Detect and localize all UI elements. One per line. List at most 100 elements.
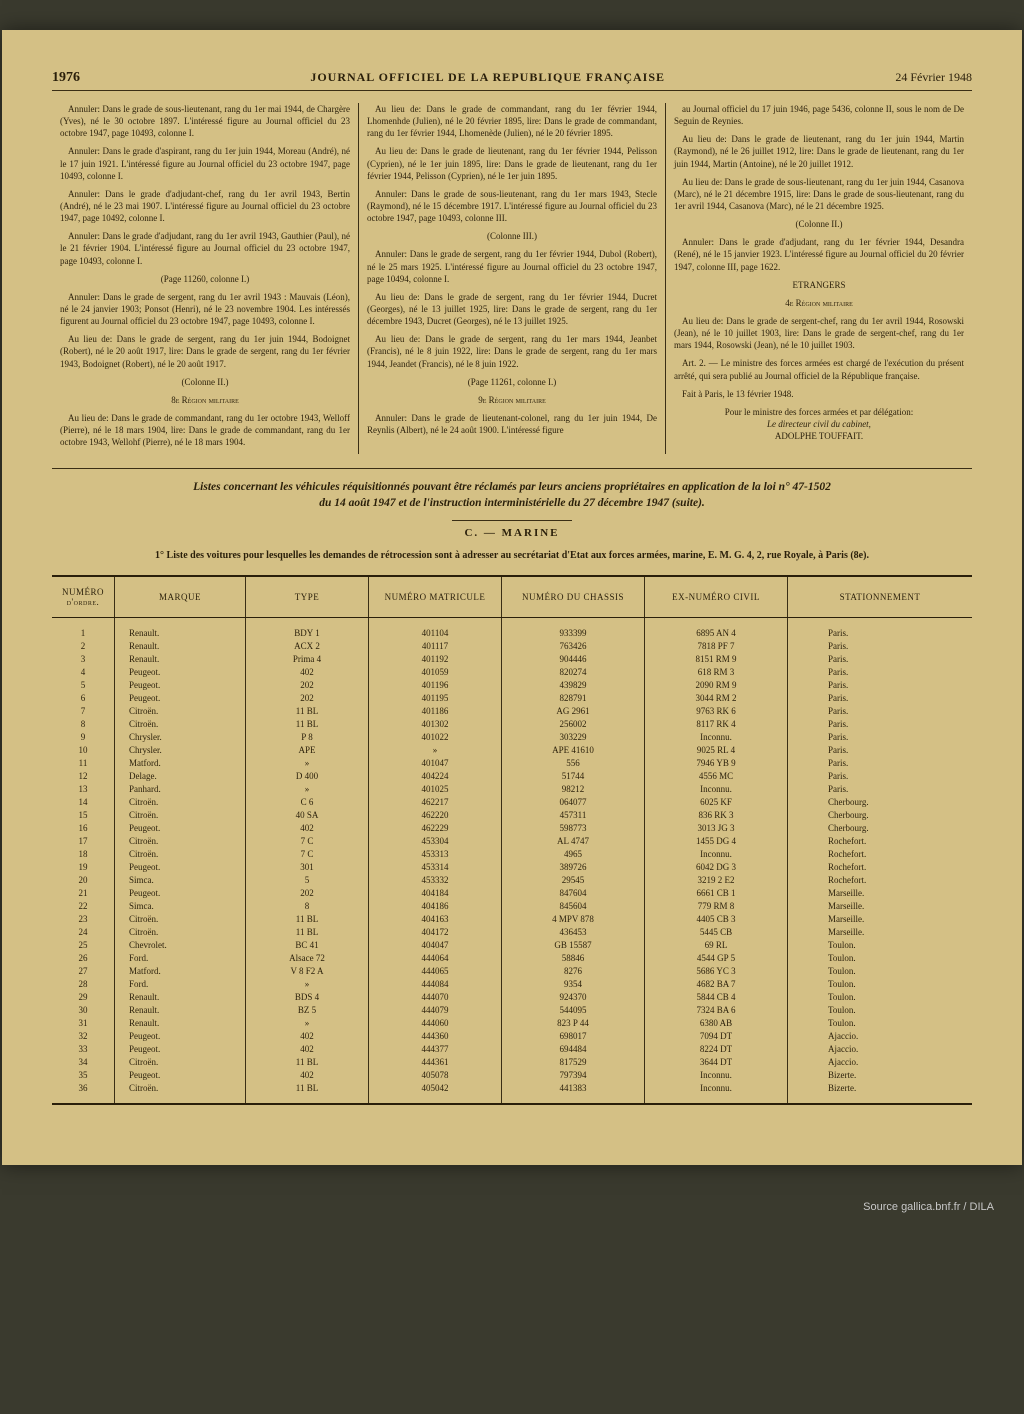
table-cell: Marseille. bbox=[788, 925, 973, 938]
table-cell: 4544 GP 5 bbox=[645, 951, 788, 964]
table-cell: Toulon. bbox=[788, 951, 973, 964]
table-cell: Cherbourg. bbox=[788, 808, 973, 821]
table-cell: Citroën. bbox=[115, 925, 246, 938]
table-cell: Toulon. bbox=[788, 977, 973, 990]
table-cell: 6025 KF bbox=[645, 795, 788, 808]
table-cell: Peugeot. bbox=[115, 821, 246, 834]
c3-p3: Au lieu de: Dans le grade de sous-lieute… bbox=[674, 176, 964, 212]
table-cell: 404186 bbox=[369, 899, 502, 912]
table-cell: P 8 bbox=[246, 730, 369, 743]
table-cell: 4556 MC bbox=[645, 769, 788, 782]
table-cell: Toulon. bbox=[788, 990, 973, 1003]
table-cell: 444064 bbox=[369, 951, 502, 964]
table-cell: Cherbourg. bbox=[788, 821, 973, 834]
table-row: 31Renault.»444060823 P 446380 ABToulon. bbox=[52, 1016, 972, 1029]
table-cell: 11 BL bbox=[246, 1081, 369, 1104]
table-cell: 7946 YB 9 bbox=[645, 756, 788, 769]
table-cell: Chevrolet. bbox=[115, 938, 246, 951]
c1-p4: Annuler: Dans le grade d'adjudant, rang … bbox=[60, 230, 350, 266]
table-cell: Simca. bbox=[115, 899, 246, 912]
table-row: 8Citroën.11 BL4013022560028117 RK 4Paris… bbox=[52, 717, 972, 730]
table-cell: 779 RM 8 bbox=[645, 899, 788, 912]
table-row: 20Simca.5453332295453219 2 E2Rochefort. bbox=[52, 873, 972, 886]
c3-p4: Annuler: Dans le grade d'adjudant, rang … bbox=[674, 236, 964, 272]
table-cell: 33 bbox=[52, 1042, 115, 1055]
table-cell: 28 bbox=[52, 977, 115, 990]
sub-rule-1 bbox=[452, 520, 572, 521]
table-cell: Inconnu. bbox=[645, 730, 788, 743]
table-cell: 401059 bbox=[369, 665, 502, 678]
table-row: 35Peugeot.402405078797394Inconnu.Bizerte… bbox=[52, 1068, 972, 1081]
table-cell: 7324 BA 6 bbox=[645, 1003, 788, 1016]
table-cell: Rochefort. bbox=[788, 847, 973, 860]
table-cell: 402 bbox=[246, 1029, 369, 1042]
table-cell: 828791 bbox=[502, 691, 645, 704]
table-cell: Citroën. bbox=[115, 704, 246, 717]
table-cell: 22 bbox=[52, 899, 115, 912]
table-cell: 924370 bbox=[502, 990, 645, 1003]
c2-p4: Annuler: Dans le grade de sergent, rang … bbox=[367, 248, 657, 284]
table-cell: 69 RL bbox=[645, 938, 788, 951]
table-cell: 11 BL bbox=[246, 925, 369, 938]
table-cell: Toulon. bbox=[788, 964, 973, 977]
table-cell: 401022 bbox=[369, 730, 502, 743]
table-cell: 27 bbox=[52, 964, 115, 977]
table-cell: » bbox=[246, 1016, 369, 1029]
table-cell: Cherbourg. bbox=[788, 795, 973, 808]
section-title-line-1: Listes concernant les véhicules réquisit… bbox=[193, 481, 831, 493]
table-cell: 202 bbox=[246, 678, 369, 691]
table-cell: 698017 bbox=[502, 1029, 645, 1042]
table-cell: 11 BL bbox=[246, 704, 369, 717]
table-cell: 598773 bbox=[502, 821, 645, 834]
sig-line-1: Pour le ministre des forces armées et pa… bbox=[674, 406, 964, 418]
table-row: 23Citroën.11 BL4041634 MPV 8784405 CB 3M… bbox=[52, 912, 972, 925]
table-row: 24Citroën.11 BL4041724364535445 CBMarsei… bbox=[52, 925, 972, 938]
table-cell: 2 bbox=[52, 639, 115, 652]
table-cell: Inconnu. bbox=[645, 1068, 788, 1081]
table-cell: 11 BL bbox=[246, 912, 369, 925]
c3-p7: Fait à Paris, le 13 février 1948. bbox=[674, 388, 964, 400]
table-cell: 401192 bbox=[369, 652, 502, 665]
page-number: 1976 bbox=[52, 70, 80, 86]
c1-s1: (Page 11260, colonne I.) bbox=[60, 273, 350, 285]
table-cell: Paris. bbox=[788, 617, 973, 639]
table-cell: Marseille. bbox=[788, 899, 973, 912]
table-cell: 11 bbox=[52, 756, 115, 769]
table-cell: Peugeot. bbox=[115, 691, 246, 704]
c2-s2: (Page 11261, colonne I.) bbox=[367, 376, 657, 388]
table-cell: 8276 bbox=[502, 964, 645, 977]
table-row: 11Matford.»4010475567946 YB 9Paris. bbox=[52, 756, 972, 769]
table-row: 32Peugeot.4024443606980177094 DTAjaccio. bbox=[52, 1029, 972, 1042]
table-cell: APE bbox=[246, 743, 369, 756]
table-cell: ACX 2 bbox=[246, 639, 369, 652]
table-cell: Citroën. bbox=[115, 1081, 246, 1104]
table-cell: 453304 bbox=[369, 834, 502, 847]
table-cell: 35 bbox=[52, 1068, 115, 1081]
table-cell: 202 bbox=[246, 691, 369, 704]
table-cell: 14 bbox=[52, 795, 115, 808]
c2-p1: Au lieu de: Dans le grade de commandant,… bbox=[367, 103, 657, 139]
table-cell: 405042 bbox=[369, 1081, 502, 1104]
table-cell: Rochefort. bbox=[788, 860, 973, 873]
table-cell: 401025 bbox=[369, 782, 502, 795]
page-date: 24 Février 1948 bbox=[895, 70, 972, 86]
th-marque: MARQUE bbox=[115, 576, 246, 618]
vehicle-table: NUMÉRO d'ordre. MARQUE TYPE NUMÉRO MATRI… bbox=[52, 575, 972, 1105]
table-cell: 6042 DG 3 bbox=[645, 860, 788, 873]
c1-s3: 8e Région militaire bbox=[60, 394, 350, 406]
table-cell: 5844 CB 4 bbox=[645, 990, 788, 1003]
table-cell: Alsace 72 bbox=[246, 951, 369, 964]
c3-p2: Au lieu de: Dans le grade de lieutenant,… bbox=[674, 133, 964, 169]
table-cell: 436453 bbox=[502, 925, 645, 938]
table-cell: 4 MPV 878 bbox=[502, 912, 645, 925]
table-row: 28Ford.»44408493544682 BA 7Toulon. bbox=[52, 977, 972, 990]
c2-p2: Au lieu de: Dans le grade de lieutenant,… bbox=[367, 145, 657, 181]
table-cell: 6 bbox=[52, 691, 115, 704]
table-cell: 404224 bbox=[369, 769, 502, 782]
table-cell: Peugeot. bbox=[115, 1042, 246, 1055]
table-cell: Prima 4 bbox=[246, 652, 369, 665]
table-cell: Simca. bbox=[115, 873, 246, 886]
table-cell: 6661 CB 1 bbox=[645, 886, 788, 899]
table-cell: 5 bbox=[52, 678, 115, 691]
table-cell: 11 BL bbox=[246, 717, 369, 730]
